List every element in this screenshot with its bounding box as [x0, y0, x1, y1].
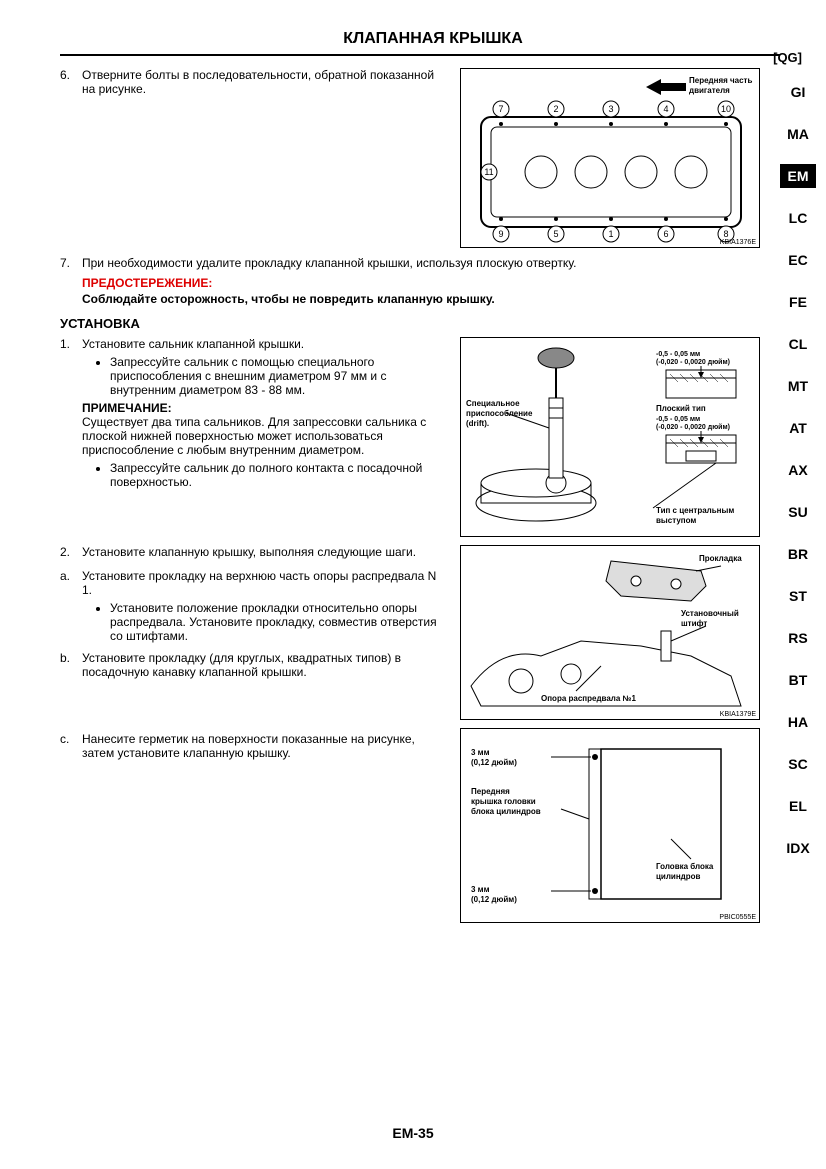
side-tab-ec[interactable]: EC	[780, 248, 816, 272]
sc-text: Нанесите герметик на поверхности показан…	[82, 732, 448, 760]
figure-4: 3 мм (0,12 дюйм) Передняя крышка головки…	[460, 728, 760, 923]
svg-text:выступом: выступом	[656, 516, 696, 525]
step6-text: Отверните болты в последовательности, об…	[82, 68, 448, 96]
sa-num: a.	[60, 569, 82, 647]
page-title: КЛАПАННАЯ КРЫШКА	[60, 30, 806, 48]
step7-num: 7.	[60, 256, 82, 306]
svg-text:Тип с центральным: Тип с центральным	[656, 506, 734, 515]
svg-text:8: 8	[723, 229, 728, 239]
side-tab-lc[interactable]: LC	[780, 206, 816, 230]
svg-text:11: 11	[484, 167, 493, 177]
sb-num: b.	[60, 651, 82, 679]
side-tab-cl[interactable]: CL	[780, 332, 816, 356]
fig4-code: PBIC0555E	[719, 914, 756, 921]
s2-text: Установите клапанную крышку, выполняя сл…	[82, 545, 448, 559]
svg-text:1: 1	[608, 229, 613, 239]
svg-text:4: 4	[663, 104, 668, 114]
svg-text:-0,5 - 0,05 мм: -0,5 - 0,05 мм	[656, 351, 700, 358]
svg-text:-0,5 - 0,05 мм: -0,5 - 0,05 мм	[656, 416, 700, 423]
s2-num: 2.	[60, 545, 82, 559]
svg-text:6: 6	[663, 229, 668, 239]
side-tab-sc[interactable]: SC	[780, 752, 816, 776]
side-tab-bt[interactable]: BT	[780, 668, 816, 692]
svg-text:цилиндров: цилиндров	[656, 872, 701, 881]
svg-text:2: 2	[553, 104, 558, 114]
svg-text:блока цилиндров: блока цилиндров	[471, 807, 541, 816]
note-heading: ПРИМЕЧАНИЕ:	[82, 401, 448, 415]
svg-text:(-0,020 - 0,0020 дюйм): (-0,020 - 0,0020 дюйм)	[656, 423, 730, 431]
s1-num: 1.	[60, 337, 82, 493]
side-tab-mt[interactable]: MT	[780, 374, 816, 398]
svg-text:Установочный: Установочный	[681, 609, 739, 618]
fig3-code: KBIA1379E	[720, 711, 756, 718]
svg-text:(0,12 дюйм): (0,12 дюйм)	[471, 758, 517, 767]
side-tab-su[interactable]: SU	[780, 500, 816, 524]
svg-text:Прокладка: Прокладка	[699, 554, 742, 563]
side-tab-gi[interactable]: GI	[780, 80, 816, 104]
svg-text:двигателя: двигателя	[689, 86, 730, 95]
side-tab-ha[interactable]: HA	[780, 710, 816, 734]
svg-text:Передняя: Передняя	[471, 787, 510, 796]
side-tab-at[interactable]: AT	[780, 416, 816, 440]
svg-text:3 мм: 3 мм	[471, 885, 490, 894]
side-tab-br[interactable]: BR	[780, 542, 816, 566]
side-tab-ma[interactable]: MA	[780, 122, 816, 146]
svg-text:(0,12 дюйм): (0,12 дюйм)	[471, 895, 517, 904]
sb-text: Установите прокладку (для круглых, квадр…	[82, 651, 448, 679]
side-tabs: GI MA EM LC EC FE CL MT AT AX SU BR ST RS BT HA SC EL IDX	[780, 80, 816, 860]
caution-body: Соблюдайте осторожность, чтобы не повред…	[82, 292, 760, 306]
svg-text:штифт: штифт	[681, 619, 707, 628]
svg-text:Опора распредвала №1: Опора распредвала №1	[541, 694, 636, 703]
svg-text:10: 10	[721, 104, 731, 114]
svg-text:9: 9	[498, 229, 503, 239]
caution-label: ПРЕДОСТЕРЕЖЕНИЕ:	[82, 276, 760, 290]
side-tab-idx[interactable]: IDX	[780, 836, 816, 860]
svg-text:7: 7	[498, 104, 503, 114]
svg-text:(-0,020 - 0,0020 дюйм): (-0,020 - 0,0020 дюйм)	[656, 358, 730, 366]
svg-text:3 мм: 3 мм	[471, 748, 490, 757]
sc-num: c.	[60, 732, 82, 760]
fig1-code: KBIA1376E	[720, 239, 756, 246]
note-body: Существует два типа сальников. Для запре…	[82, 415, 448, 457]
s1-b1: Запрессуйте сальник с помощью специально…	[110, 355, 448, 397]
side-tab-em[interactable]: EM	[780, 164, 816, 188]
s1-text: Установите сальник клапанной крышки.	[82, 337, 304, 351]
svg-text:крышка головки: крышка головки	[471, 797, 536, 806]
side-tab-ax[interactable]: AX	[780, 458, 816, 482]
sa-b1: Установите положение прокладки относител…	[110, 601, 448, 643]
svg-text:3: 3	[608, 104, 613, 114]
step7-text: При необходимости удалите прокладку клап…	[82, 256, 576, 270]
svg-text:(drift).: (drift).	[466, 419, 489, 428]
figure-3: Прокладка Установочный штифт Опора распр…	[460, 545, 760, 720]
s1-b2: Запрессуйте сальник до полного контакта …	[110, 461, 448, 489]
install-heading: УСТАНОВКА	[60, 316, 760, 331]
svg-text:Передняя часть: Передняя часть	[689, 76, 752, 85]
figure-1: Передняя часть двигателя 7	[460, 68, 760, 248]
engine-code: [QG]	[773, 50, 802, 65]
side-tab-rs[interactable]: RS	[780, 626, 816, 650]
svg-text:приспособление: приспособление	[466, 409, 533, 418]
svg-text:Плоский тип: Плоский тип	[656, 404, 706, 413]
svg-text:Головка блока: Головка блока	[656, 862, 714, 871]
page-number: EM-35	[0, 1125, 826, 1141]
figure-2: Специальное приспособление (drift). -0,5…	[460, 337, 760, 537]
header-rule	[60, 54, 780, 56]
side-tab-st[interactable]: ST	[780, 584, 816, 608]
side-tab-fe[interactable]: FE	[780, 290, 816, 314]
svg-text:5: 5	[553, 229, 558, 239]
sa-text: Установите прокладку на верхнюю часть оп…	[82, 569, 436, 597]
side-tab-el[interactable]: EL	[780, 794, 816, 818]
step6-num: 6.	[60, 68, 82, 96]
svg-text:Специальное: Специальное	[466, 399, 520, 408]
